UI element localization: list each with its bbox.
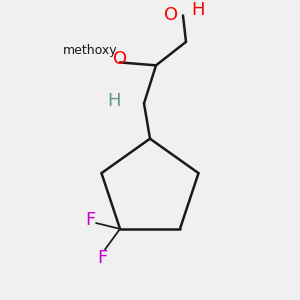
Text: O: O: [164, 7, 178, 25]
Text: methoxy: methoxy: [63, 44, 117, 57]
Text: H: H: [191, 1, 205, 19]
Text: H: H: [107, 92, 121, 110]
Text: F: F: [97, 249, 107, 267]
Text: F: F: [85, 211, 95, 229]
Text: O: O: [113, 50, 127, 68]
